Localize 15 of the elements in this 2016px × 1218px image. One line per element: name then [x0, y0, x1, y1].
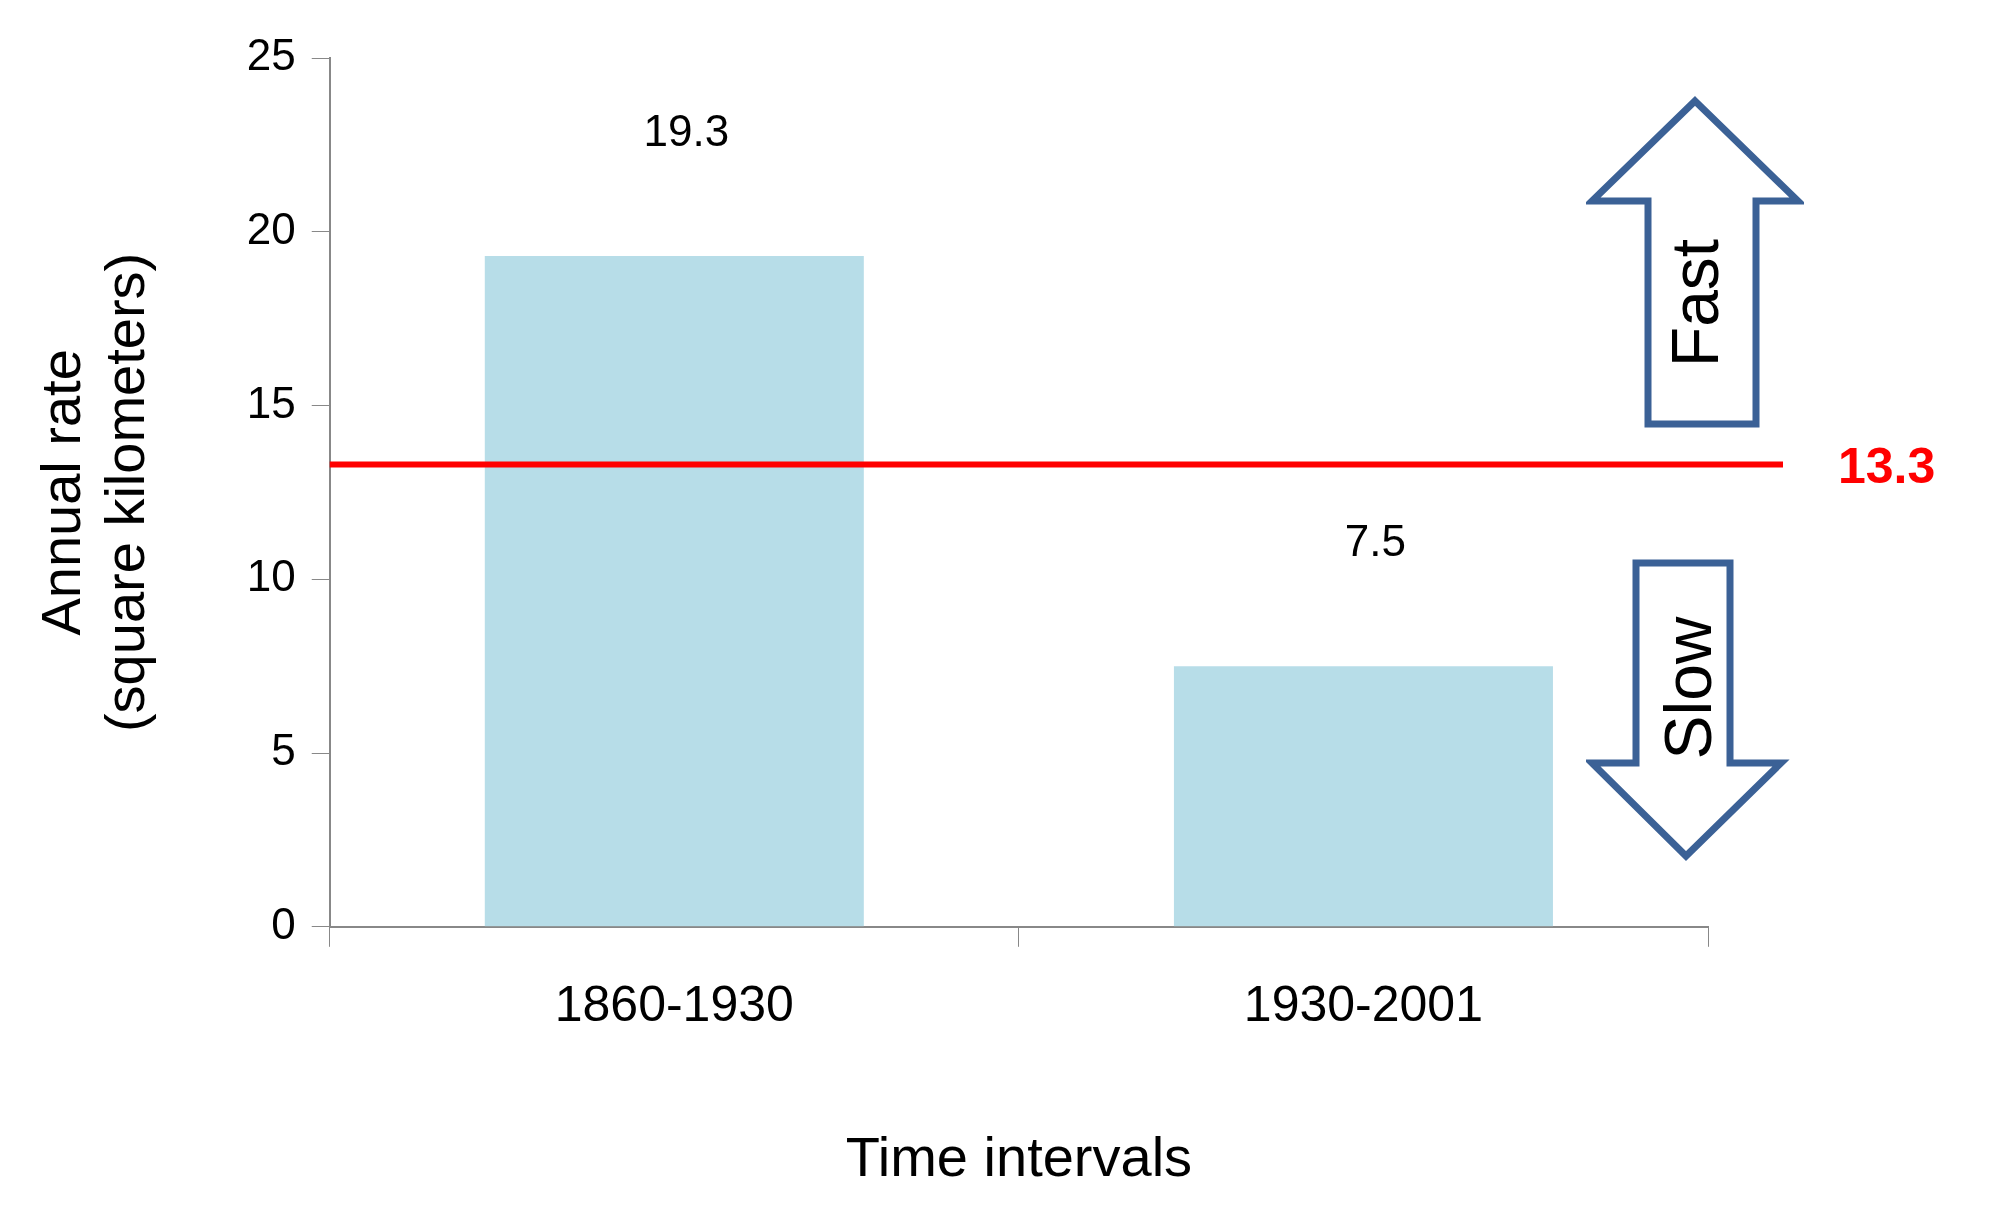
y-tick-label: 0 [271, 898, 296, 948]
y-tick-label: 5 [271, 725, 296, 775]
x-axis-title: Time intervals [845, 1124, 1193, 1188]
annotation: Fast [1657, 238, 1733, 368]
annotation: Slow [1650, 616, 1726, 760]
y-axis-title: Annual rate (square kilometers) [28, 252, 157, 733]
y-tick-label: 10 [246, 551, 296, 601]
x-tick-label: 1860-1930 [554, 975, 794, 1032]
y-tick-label: 25 [246, 30, 296, 80]
y-tick-label: 20 [246, 203, 296, 253]
x-tick-label: 1930-2001 [1243, 975, 1483, 1032]
y-tick-label: 15 [246, 377, 296, 427]
ref-line-label: 13.3 [1838, 438, 1936, 495]
data-label: 7.5 [1344, 516, 1407, 566]
data-label: 19.3 [643, 106, 730, 156]
